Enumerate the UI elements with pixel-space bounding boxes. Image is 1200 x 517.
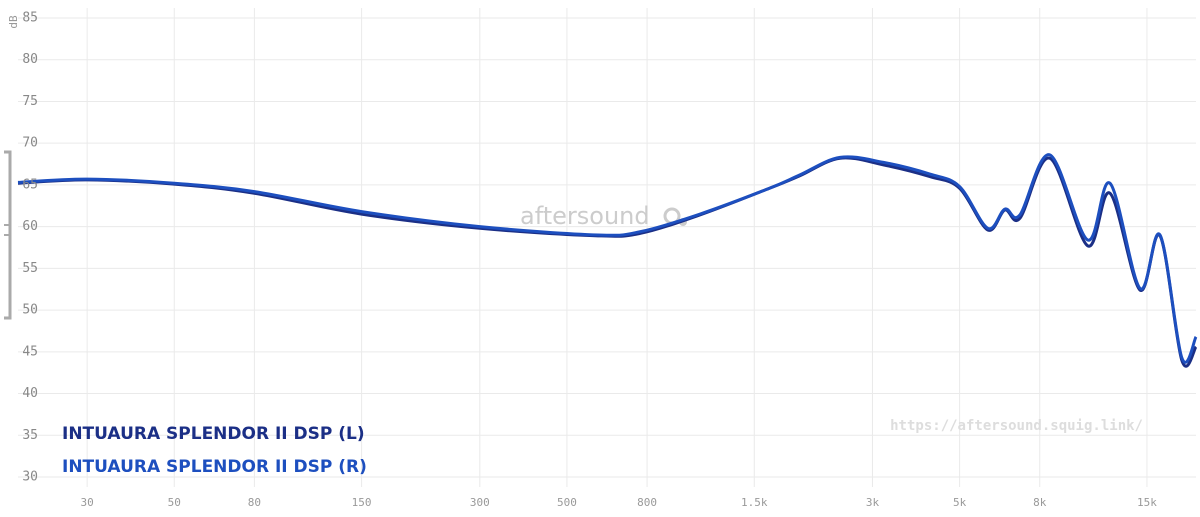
grid	[18, 8, 1196, 487]
x-tick-label: 50	[168, 496, 181, 509]
x-tick-label: 15k	[1137, 496, 1157, 509]
url: https://aftersound.squig.link/	[890, 418, 1143, 434]
y-tick-label: 40	[22, 386, 38, 401]
legend-entry: INTUAURA SPLENDOR II DSP (R)	[62, 457, 367, 477]
y-tick-label: 30	[22, 470, 38, 485]
y-axis-label: dB	[7, 15, 20, 29]
watermark-text: aftersound	[520, 202, 650, 230]
x-tick-label: 80	[248, 496, 261, 509]
y-tick-label: 35	[22, 428, 38, 443]
y-tick-label: 80	[22, 52, 38, 67]
y-tick-label: 55	[22, 261, 38, 276]
x-tick-label: 800	[637, 496, 657, 509]
y-tick-label: 50	[22, 303, 38, 318]
x-tick-label: 30	[81, 496, 94, 509]
side-handle[interactable]	[4, 150, 12, 320]
y-tick-label: 45	[22, 344, 38, 359]
y-tick-label: 60	[22, 219, 38, 234]
x-tick-label: 3k	[866, 496, 880, 509]
legend-entry: INTUAURA SPLENDOR II DSP (L)	[62, 424, 365, 444]
x-tick-label: 300	[470, 496, 490, 509]
legend: INTUAURA SPLENDOR II DSP (L) INTUAURA SPL…	[62, 424, 367, 477]
y-tick-label: 70	[22, 136, 38, 151]
y-tick-label: 85	[22, 11, 38, 26]
x-tick-label: 150	[352, 496, 372, 509]
x-tick-label: 8k	[1033, 496, 1047, 509]
fr-line	[17, 156, 1198, 368]
x-tick-label: 5k	[953, 496, 967, 509]
lines	[17, 153, 1198, 368]
y-tick-label: 75	[22, 94, 38, 109]
x-tick-label: 500	[557, 496, 577, 509]
fr-line	[17, 153, 1198, 364]
y-tick-label: 65	[22, 177, 38, 192]
x-tick-label: 1.5k	[741, 496, 768, 509]
